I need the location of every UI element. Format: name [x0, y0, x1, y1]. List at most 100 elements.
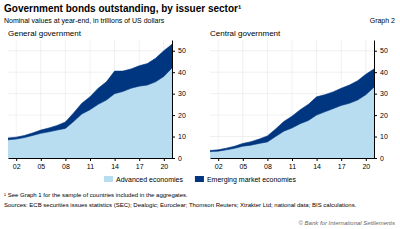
panel: Central government 02 05 08 11 14 17 20 0 10 20 30 4…: [210, 29, 388, 170]
subtitle: Nominal values at year-end, in trillions…: [4, 17, 165, 25]
tick: 40: [374, 69, 388, 76]
area: [8, 44, 172, 139]
sources: Sources: ECB securities issues statistic…: [4, 202, 357, 208]
tick-label: 11: [289, 163, 296, 170]
tick-label: 30: [178, 90, 186, 97]
title: Government bonds outstanding, by issuer …: [4, 3, 242, 14]
tick: 17: [338, 158, 346, 170]
tick-mark: [267, 158, 268, 161]
tick: 08: [264, 158, 272, 170]
tick: 10: [374, 133, 388, 140]
tick-mark: [374, 51, 377, 52]
grid-line: [218, 40, 219, 158]
tick-mark: [374, 94, 377, 95]
tick-mark: [374, 137, 377, 138]
tick-mark: [65, 158, 66, 161]
area: [210, 69, 374, 152]
tick: 0: [374, 155, 384, 162]
tick-mark: [172, 158, 175, 159]
tick: 20: [172, 112, 186, 119]
tick: 10: [172, 133, 186, 140]
y-axis: 0 10 20 30 40 50: [374, 41, 388, 162]
tick-label: 20: [362, 163, 370, 170]
grid-line: [210, 72, 374, 73]
grid-line: [8, 50, 172, 51]
tick: 20: [362, 158, 370, 170]
tick-label: 0: [178, 155, 182, 162]
tick-label: 0: [380, 155, 384, 162]
grid-line: [210, 50, 374, 51]
x-axis: 02 05 08 11 14 17 20: [9, 158, 173, 170]
tick-mark: [41, 158, 42, 161]
tick-mark: [292, 158, 293, 161]
tick-mark: [374, 72, 377, 73]
tick-label: 05: [37, 163, 45, 170]
tick: 0: [172, 155, 182, 162]
tick-label: 11: [87, 163, 94, 170]
tick-mark: [374, 158, 377, 159]
tick-mark: [115, 158, 116, 161]
tick-label: 30: [380, 90, 388, 97]
tick: 50: [374, 47, 388, 54]
tick: 17: [136, 158, 144, 170]
tick: 40: [172, 69, 186, 76]
tick: 20: [160, 158, 168, 170]
tick: 08: [62, 158, 70, 170]
tick-mark: [218, 158, 219, 161]
tick-label: 08: [264, 163, 272, 170]
tick-mark: [172, 137, 175, 138]
tick: 11: [289, 158, 296, 170]
areas: [8, 44, 172, 158]
tick: 11: [87, 158, 94, 170]
legend-item: Advanced economies: [104, 176, 183, 183]
tick-label: 20: [178, 112, 186, 119]
panel-title: General government: [8, 29, 82, 38]
legend-label: Advanced economies: [116, 176, 183, 183]
axis-line: [172, 41, 173, 159]
tick-mark: [366, 158, 367, 161]
tick-label: 20: [160, 163, 168, 170]
tick-mark: [90, 158, 91, 161]
y-axis: 0 10 20 30 40 50: [172, 41, 186, 162]
tick-mark: [172, 115, 175, 116]
tick-mark: [374, 115, 377, 116]
axis-line: [374, 41, 375, 159]
tick: 50: [172, 47, 186, 54]
x-axis: 02 05 08 11 14 17 20: [211, 158, 375, 170]
tick-mark: [16, 158, 17, 161]
areas: [210, 69, 374, 158]
tick: 20: [374, 112, 388, 119]
tick-label: 10: [380, 133, 388, 140]
tick: 30: [374, 90, 388, 97]
tick: 30: [172, 90, 186, 97]
tick-label: 10: [178, 133, 186, 140]
tick-mark: [172, 72, 175, 73]
tick: 05: [239, 158, 247, 170]
tick-label: 05: [239, 163, 247, 170]
legend-swatch: [104, 176, 113, 182]
tick: 02: [13, 158, 21, 170]
panel: General government 02 05 08 11 14 17 20 0 10 20 30 4…: [8, 29, 186, 170]
tick-label: 20: [380, 112, 388, 119]
legend-swatch: [195, 176, 204, 182]
legend-item: Emerging market economies: [195, 176, 297, 184]
grid: [210, 40, 374, 158]
chart: Government bonds outstanding, by issuer …: [0, 0, 400, 229]
legend: Advanced economies Emerging market econom…: [104, 176, 297, 184]
tick-label: 02: [215, 163, 223, 170]
tick: 14: [111, 158, 119, 170]
tick-mark: [164, 158, 165, 161]
footnote: ¹ See Graph 1 for the sample of countrie…: [4, 192, 188, 198]
tick-label: 02: [13, 163, 21, 170]
tick-label: 50: [380, 47, 388, 54]
tick: 05: [37, 158, 45, 170]
tick-mark: [172, 51, 175, 52]
tick-label: 17: [338, 163, 346, 170]
tick-label: 14: [111, 163, 119, 170]
tick-label: 14: [313, 163, 321, 170]
panel-title: Central government: [210, 29, 281, 38]
tick-mark: [172, 94, 175, 95]
tick-label: 08: [62, 163, 70, 170]
tick-label: 17: [136, 163, 144, 170]
tick-label: 40: [178, 69, 186, 76]
